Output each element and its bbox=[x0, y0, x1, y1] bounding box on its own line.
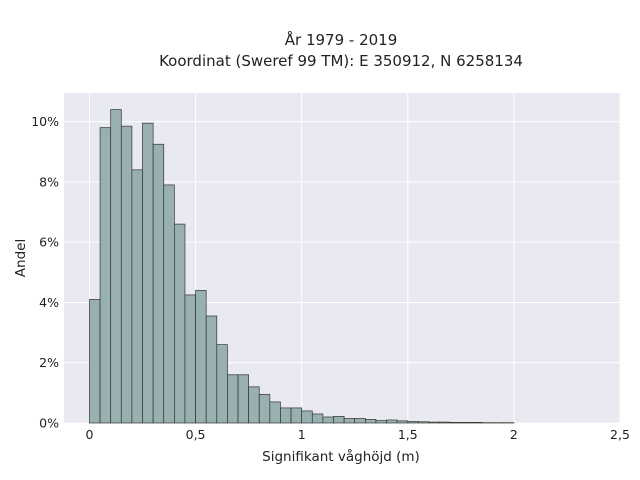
histogram-bar bbox=[131, 169, 143, 424]
histogram-bar bbox=[375, 420, 387, 424]
x-axis-ticks: 0 0,5 1 1,5 2 2,5 bbox=[85, 427, 629, 442]
histogram-bar bbox=[407, 421, 419, 424]
histogram-bar bbox=[174, 223, 186, 424]
histogram-bar bbox=[343, 418, 356, 424]
histogram-bar bbox=[290, 407, 303, 424]
histogram-bar bbox=[120, 125, 133, 424]
x-tick-label: 0 bbox=[85, 427, 93, 442]
histogram-bar bbox=[152, 143, 165, 424]
histogram-bar bbox=[386, 419, 398, 424]
x-tick-label: 2,5 bbox=[610, 427, 630, 442]
histogram-bar bbox=[205, 315, 218, 424]
y-tick-label: 2% bbox=[39, 355, 59, 370]
x-axis-label: Signifikant våghöjd (m) bbox=[262, 448, 420, 465]
histogram-bar bbox=[227, 374, 239, 424]
histogram-bar bbox=[396, 420, 409, 424]
histogram-bar bbox=[471, 422, 483, 424]
x-tick-label: 2 bbox=[510, 427, 518, 442]
histogram-bar bbox=[195, 290, 207, 424]
histogram-bar bbox=[460, 422, 472, 424]
y-tick-label: 0% bbox=[39, 416, 59, 431]
histogram-bar bbox=[99, 127, 112, 424]
histogram-bar bbox=[301, 410, 313, 424]
chart-subtitle: Koordinat (Sweref 99 TM): E 350912, N 62… bbox=[159, 52, 523, 70]
histogram-bar bbox=[258, 394, 271, 424]
histogram-bar bbox=[142, 122, 154, 424]
histogram-bar bbox=[216, 344, 228, 424]
histogram-bar bbox=[311, 413, 324, 424]
y-axis-ticks: 0% 2% 4% 6% 8% 10% bbox=[31, 114, 59, 430]
histogram-bar bbox=[428, 421, 440, 424]
histogram-bar bbox=[184, 294, 196, 424]
y-axis-label: Andel bbox=[13, 239, 29, 277]
histogram-bar bbox=[269, 401, 281, 424]
histogram-bar bbox=[248, 386, 260, 424]
histogram-bar bbox=[280, 407, 292, 424]
chart-title: År 1979 - 2019 bbox=[285, 30, 398, 49]
histogram-bar bbox=[110, 109, 122, 424]
x-tick-label: 1 bbox=[298, 427, 306, 442]
x-tick-label: 1,5 bbox=[398, 427, 418, 442]
y-tick-label: 4% bbox=[39, 295, 59, 310]
histogram-bar bbox=[89, 299, 101, 424]
histogram-bar bbox=[322, 416, 334, 424]
y-tick-label: 6% bbox=[39, 235, 59, 250]
histogram-bar bbox=[237, 374, 249, 424]
x-tick-label: 0,5 bbox=[186, 427, 206, 442]
y-tick-label: 8% bbox=[39, 174, 59, 189]
bars-group bbox=[89, 109, 515, 424]
y-tick-label: 10% bbox=[31, 114, 59, 129]
histogram-bar bbox=[163, 184, 175, 424]
histogram-bar bbox=[449, 422, 462, 424]
histogram-bar bbox=[364, 419, 377, 424]
histogram-bar bbox=[333, 416, 345, 424]
histogram-bar bbox=[418, 421, 430, 424]
histogram-bar bbox=[354, 418, 366, 424]
histogram-bar bbox=[439, 421, 451, 424]
